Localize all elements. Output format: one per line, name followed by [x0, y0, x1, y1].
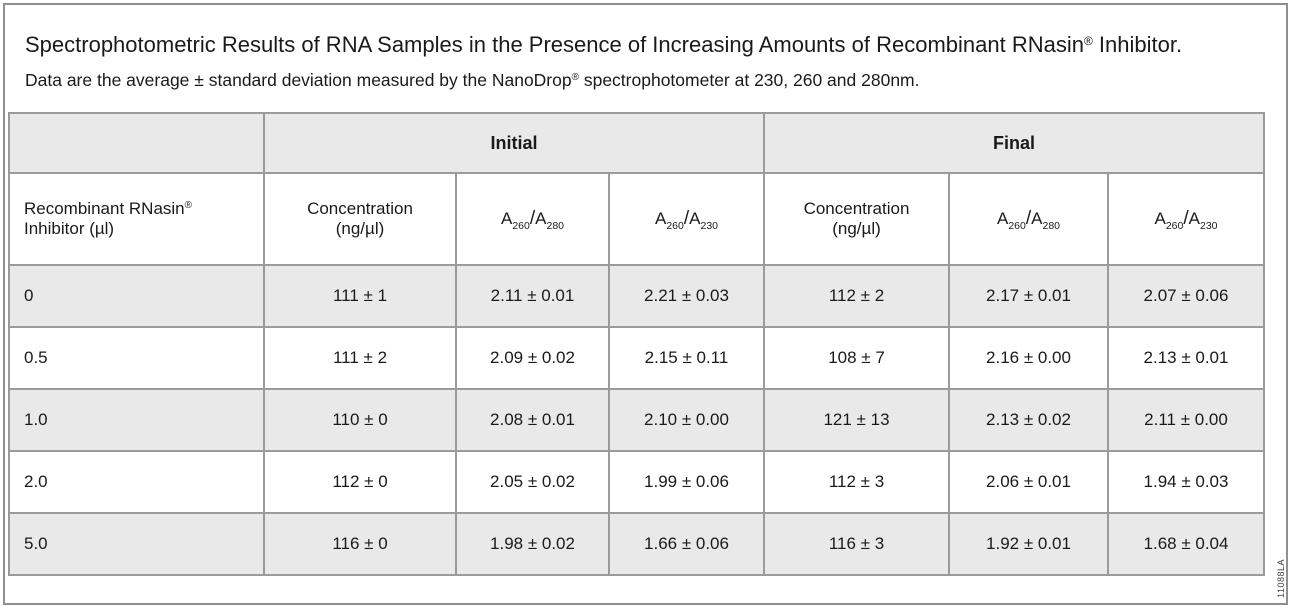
data-cell: 2.07 ± 0.06 — [1107, 264, 1265, 328]
registered-trademark-symbol: ® — [1083, 34, 1093, 48]
column-header-a260-a230-final: A260/A230 — [1107, 172, 1265, 266]
caption-note-text: Data are the average ± standard deviatio… — [25, 70, 572, 90]
data-cell: 112 ± 2 — [763, 264, 950, 328]
row-header-cell: 0 — [8, 264, 265, 328]
data-cell: 111 ± 2 — [263, 326, 457, 390]
row-header-cell: 5.0 — [8, 512, 265, 576]
caption-title-text: Spectrophotometric Results of RNA Sample… — [25, 32, 1084, 57]
caption-title-end: Inhibitor. — [1092, 32, 1183, 57]
data-cell: 110 ± 0 — [263, 388, 457, 452]
column-header-a260-a230-initial: A260/A230 — [608, 172, 765, 266]
data-cell: 2.13 ± 0.01 — [1107, 326, 1265, 390]
group-header-empty-cell — [8, 112, 265, 174]
row-header-cell: 1.0 — [8, 388, 265, 452]
data-cell: 116 ± 0 — [263, 512, 457, 576]
data-cell: 1.94 ± 0.03 — [1107, 450, 1265, 514]
data-cell: 2.16 ± 0.00 — [948, 326, 1109, 390]
group-header-row: Initial Final — [8, 112, 1265, 174]
data-cell: 1.66 ± 0.06 — [608, 512, 765, 576]
data-cell: 2.15 ± 0.11 — [608, 326, 765, 390]
table-header: Initial Final Recombinant RNasin® Inhibit… — [8, 112, 1265, 266]
figure-caption: Spectrophotometric Results of RNA Sample… — [25, 26, 1216, 97]
data-cell: 2.09 ± 0.02 — [455, 326, 610, 390]
registered-trademark-symbol: ® — [184, 200, 193, 211]
group-header-final: Final — [763, 112, 1265, 174]
data-cell: 2.21 ± 0.03 — [608, 264, 765, 328]
data-cell: 121 ± 13 — [763, 388, 950, 452]
data-cell: 116 ± 3 — [763, 512, 950, 576]
caption-note-end: spectrophotometer at 230, 260 and 280nm. — [578, 70, 920, 90]
column-header-concentration-final: Concentration (ng/µl) — [763, 172, 950, 266]
column-header-inhibitor: Recombinant RNasin® Inhibitor (µl) — [8, 172, 265, 266]
column-header-a260-a280-initial: A260/A280 — [455, 172, 610, 266]
data-cell: 1.98 ± 0.02 — [455, 512, 610, 576]
data-cell: 2.11 ± 0.01 — [455, 264, 610, 328]
data-cell: 2.10 ± 0.00 — [608, 388, 765, 452]
figure-part-number: 11088LA — [1276, 559, 1286, 598]
group-header-initial: Initial — [263, 112, 765, 174]
figure-frame: Spectrophotometric Results of RNA Sample… — [3, 3, 1288, 605]
data-cell: 2.13 ± 0.02 — [948, 388, 1109, 452]
data-cell: 112 ± 0 — [263, 450, 457, 514]
row-header-cell: 0.5 — [8, 326, 265, 390]
table-body: 0 111 ± 1 2.11 ± 0.01 2.21 ± 0.03 112 ± 2 2.1… — [8, 264, 1265, 576]
column-header-a260-a280-final: A260/A280 — [948, 172, 1109, 266]
data-cell: 1.68 ± 0.04 — [1107, 512, 1265, 576]
data-cell: 108 ± 7 — [763, 326, 950, 390]
results-table: Initial Final Recombinant RNasin® Inhibit… — [8, 112, 1265, 576]
data-cell: 2.05 ± 0.02 — [455, 450, 610, 514]
data-cell: 1.99 ± 0.06 — [608, 450, 765, 514]
data-cell: 112 ± 3 — [763, 450, 950, 514]
table-row: 1.0 110 ± 0 2.08 ± 0.01 2.10 ± 0.00 121 ± 13… — [8, 388, 1265, 452]
column-header-concentration-initial: Concentration (ng/µl) — [263, 172, 457, 266]
data-cell: 2.06 ± 0.01 — [948, 450, 1109, 514]
data-cell: 1.92 ± 0.01 — [948, 512, 1109, 576]
data-cell: 2.11 ± 0.00 — [1107, 388, 1265, 452]
table-row: 0 111 ± 1 2.11 ± 0.01 2.21 ± 0.03 112 ± 2 2.1… — [8, 264, 1265, 328]
data-cell: 2.17 ± 0.01 — [948, 264, 1109, 328]
data-cell: 2.08 ± 0.01 — [455, 388, 610, 452]
registered-trademark-symbol: ® — [571, 72, 579, 83]
data-cell: 111 ± 1 — [263, 264, 457, 328]
column-header-row: Recombinant RNasin® Inhibitor (µl) Concen… — [8, 172, 1265, 266]
row-header-cell: 2.0 — [8, 450, 265, 514]
